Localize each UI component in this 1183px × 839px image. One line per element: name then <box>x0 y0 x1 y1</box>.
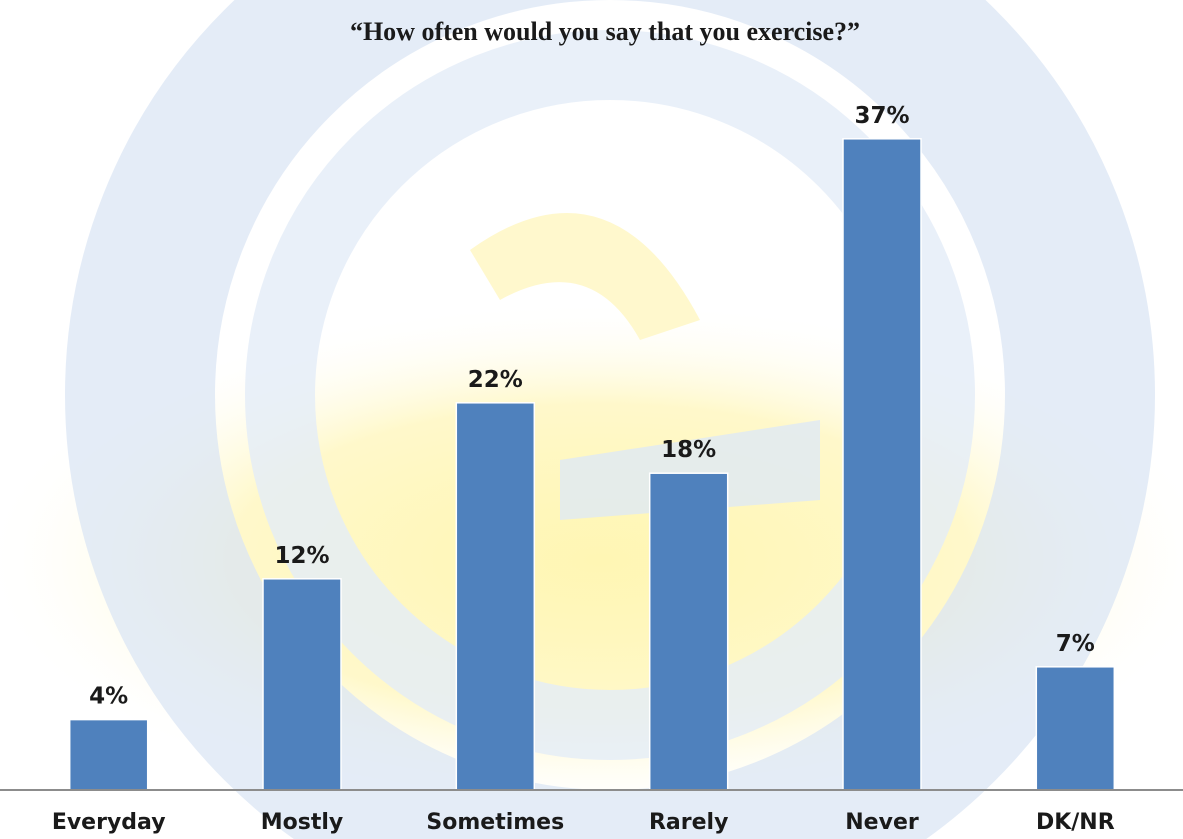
category-label: Never <box>845 810 919 835</box>
data-label: 12% <box>274 543 329 569</box>
bars-group <box>68 138 1116 791</box>
watermark-outer-ring <box>65 0 1155 839</box>
data-label: 7% <box>1056 631 1095 657</box>
category-label: Rarely <box>649 810 728 835</box>
watermark-inner-ring <box>245 30 975 760</box>
watermark-g-hook <box>470 212 700 340</box>
bar-mostly <box>262 578 342 791</box>
category-label: Mostly <box>261 810 344 835</box>
bar-never <box>842 138 922 791</box>
data-label: 18% <box>661 437 716 463</box>
category-labels-group: Everyday Mostly Sometimes Rarely Never DK/NR <box>52 810 1115 835</box>
bar-dk-nr <box>1035 666 1116 791</box>
watermark-g-bar <box>560 420 820 520</box>
bar-rarely <box>648 472 729 791</box>
bar-sometimes <box>455 402 536 791</box>
category-label: Sometimes <box>426 810 564 835</box>
data-label: 37% <box>854 103 909 129</box>
data-label: 4% <box>89 684 128 710</box>
value-labels-group: 4% 12% 22% 18% 37% 7% <box>89 103 1095 710</box>
data-label: 22% <box>468 367 523 393</box>
chart-title: “How often would you say that you exerci… <box>350 17 860 46</box>
bar-everyday <box>68 718 149 791</box>
category-label: DK/NR <box>1036 810 1115 835</box>
category-label: Everyday <box>52 810 166 835</box>
